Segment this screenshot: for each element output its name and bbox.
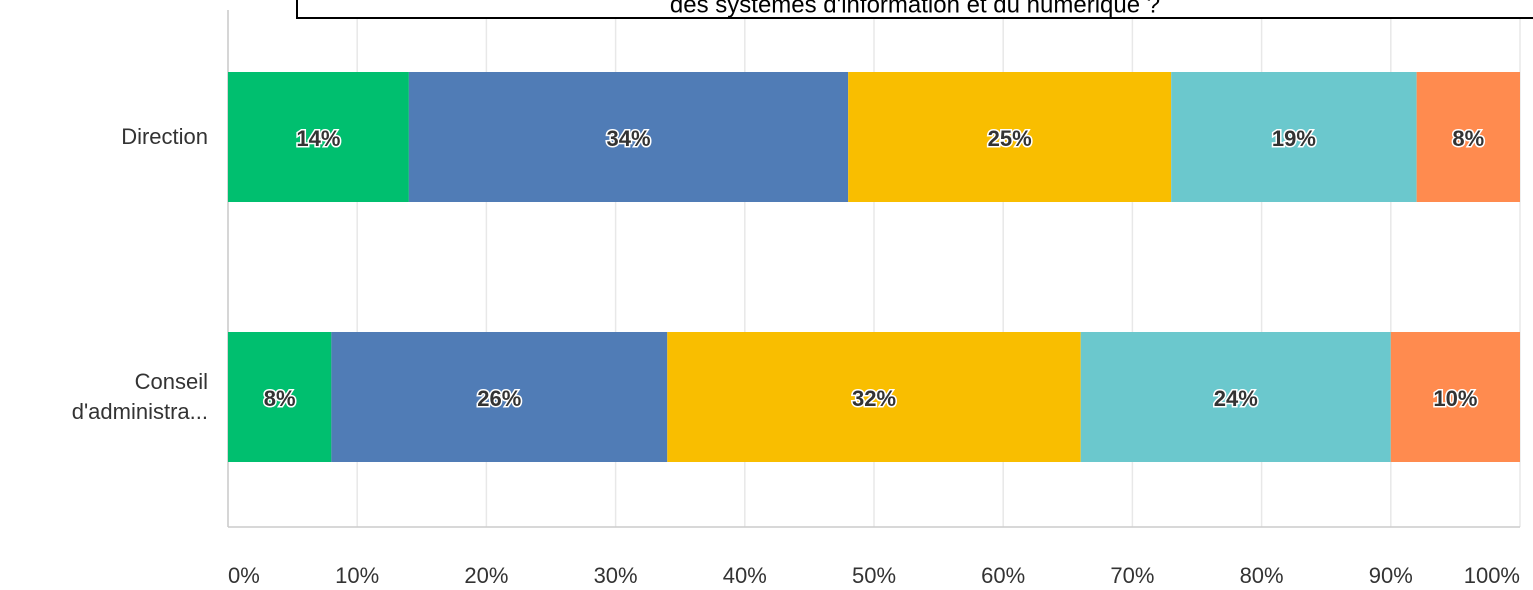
data-label: 25% bbox=[988, 126, 1032, 151]
chart-title: des systèmes d'information et du numériq… bbox=[670, 0, 1160, 18]
data-label: 26% bbox=[477, 386, 521, 411]
x-tick-label: 70% bbox=[1110, 563, 1154, 588]
bar-segment bbox=[1080, 332, 1391, 462]
x-tick-label: 80% bbox=[1240, 563, 1284, 588]
x-tick-label: 0% bbox=[228, 563, 260, 588]
title-box bbox=[296, 0, 1533, 19]
bar-segment bbox=[228, 72, 409, 202]
x-tick-label: 50% bbox=[852, 563, 896, 588]
x-tick-label: 30% bbox=[594, 563, 638, 588]
x-tick-label: 60% bbox=[981, 563, 1025, 588]
x-tick-label: 40% bbox=[723, 563, 767, 588]
x-tick-label: 100% bbox=[1464, 563, 1520, 588]
category-label: Conseil d'administra... bbox=[71, 369, 208, 424]
x-tick-label: 20% bbox=[464, 563, 508, 588]
data-label: 32% bbox=[852, 386, 896, 411]
bar-segment bbox=[667, 332, 1081, 462]
category-label: Direction bbox=[121, 124, 208, 149]
data-label: 10% bbox=[1433, 386, 1477, 411]
data-label: 8% bbox=[264, 386, 296, 411]
bar-segment bbox=[1416, 72, 1520, 202]
data-label: 14% bbox=[296, 126, 340, 151]
bar-segment bbox=[1390, 332, 1520, 462]
data-label: 34% bbox=[606, 126, 650, 151]
bar-segment bbox=[408, 72, 849, 202]
bar-segment bbox=[228, 332, 332, 462]
x-tick-label: 90% bbox=[1369, 563, 1413, 588]
bar-segment bbox=[1171, 72, 1417, 202]
data-label: 24% bbox=[1214, 386, 1258, 411]
data-label: 8% bbox=[1452, 126, 1484, 151]
data-label: 19% bbox=[1272, 126, 1316, 151]
bar-segment bbox=[848, 72, 1172, 202]
bar-segment bbox=[331, 332, 668, 462]
x-tick-label: 10% bbox=[335, 563, 379, 588]
